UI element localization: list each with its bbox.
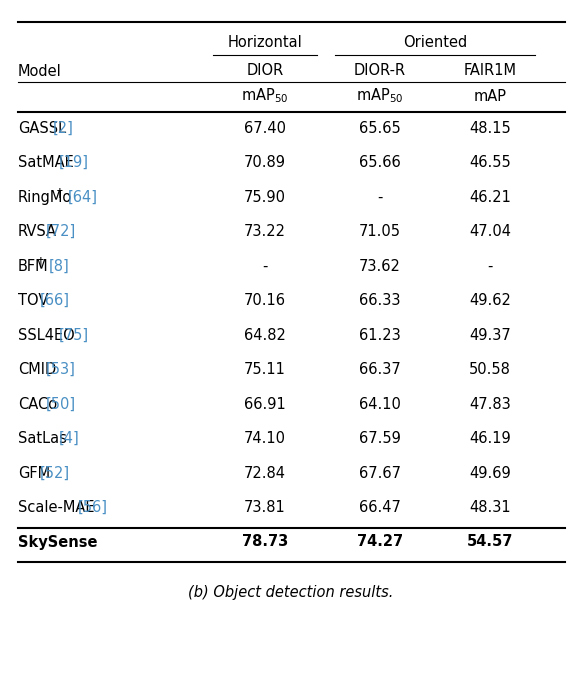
Text: Scale-MAE: Scale-MAE — [18, 500, 94, 515]
Text: †: † — [38, 256, 44, 269]
Text: mAP$_{50}$: mAP$_{50}$ — [242, 86, 289, 105]
Text: 66.91: 66.91 — [244, 397, 286, 412]
Text: GFM: GFM — [18, 466, 50, 480]
Text: 73.81: 73.81 — [244, 500, 286, 515]
Text: -: - — [377, 189, 383, 205]
Text: 67.67: 67.67 — [359, 466, 401, 480]
Text: 65.66: 65.66 — [359, 155, 401, 170]
Text: 65.65: 65.65 — [359, 120, 401, 135]
Text: [75]: [75] — [59, 328, 89, 343]
Text: 66.47: 66.47 — [359, 500, 401, 515]
Text: 49.69: 49.69 — [469, 466, 511, 480]
Text: 75.90: 75.90 — [244, 189, 286, 205]
Text: -: - — [262, 258, 268, 274]
Text: 72.84: 72.84 — [244, 466, 286, 480]
Text: 70.89: 70.89 — [244, 155, 286, 170]
Text: SatLas: SatLas — [18, 431, 67, 446]
Text: DIOR: DIOR — [246, 62, 283, 77]
Text: 49.37: 49.37 — [469, 328, 511, 343]
Text: [53]: [53] — [46, 362, 76, 377]
Text: mAP$_{50}$: mAP$_{50}$ — [356, 86, 404, 105]
Text: DIOR-R: DIOR-R — [354, 62, 406, 77]
Text: 64.10: 64.10 — [359, 397, 401, 412]
Text: 66.37: 66.37 — [359, 362, 401, 377]
Text: 54.57: 54.57 — [467, 535, 513, 549]
Text: 73.62: 73.62 — [359, 258, 401, 274]
Text: CACo: CACo — [18, 397, 57, 412]
Text: 47.83: 47.83 — [469, 397, 511, 412]
Text: (b) Object detection results.: (b) Object detection results. — [189, 585, 393, 600]
Text: mAP: mAP — [474, 88, 506, 104]
Text: 78.73: 78.73 — [242, 535, 288, 549]
Text: [66]: [66] — [40, 293, 70, 308]
Text: 74.27: 74.27 — [357, 535, 403, 549]
Text: Horizontal: Horizontal — [228, 35, 303, 50]
Text: [56]: [56] — [78, 500, 108, 515]
Text: [52]: [52] — [40, 466, 70, 480]
Text: 46.19: 46.19 — [469, 431, 511, 446]
Text: Oriented: Oriented — [403, 35, 467, 50]
Text: 64.82: 64.82 — [244, 328, 286, 343]
Text: 49.62: 49.62 — [469, 293, 511, 308]
Text: FAIR1M: FAIR1M — [463, 62, 516, 77]
Text: 47.04: 47.04 — [469, 224, 511, 239]
Text: 46.21: 46.21 — [469, 189, 511, 205]
Text: RVSA: RVSA — [18, 224, 57, 239]
Text: 50.58: 50.58 — [469, 362, 511, 377]
Text: [8]: [8] — [49, 258, 70, 274]
Text: [19]: [19] — [59, 155, 89, 170]
Text: 67.59: 67.59 — [359, 431, 401, 446]
Text: TOV: TOV — [18, 293, 48, 308]
Text: 61.23: 61.23 — [359, 328, 401, 343]
Text: 70.16: 70.16 — [244, 293, 286, 308]
Text: [50]: [50] — [46, 397, 76, 412]
Text: 66.33: 66.33 — [359, 293, 401, 308]
Text: 67.40: 67.40 — [244, 120, 286, 135]
Text: CMID: CMID — [18, 362, 56, 377]
Text: 48.15: 48.15 — [469, 120, 511, 135]
Text: SSL4EO: SSL4EO — [18, 328, 74, 343]
Text: SatMAE: SatMAE — [18, 155, 74, 170]
Text: BFM: BFM — [18, 258, 49, 274]
Text: Model: Model — [18, 64, 62, 79]
Text: 73.22: 73.22 — [244, 224, 286, 239]
Text: [72]: [72] — [46, 224, 76, 239]
Text: †: † — [57, 187, 62, 200]
Text: -: - — [487, 258, 493, 274]
Text: SkySense: SkySense — [18, 535, 98, 549]
Text: GASSL: GASSL — [18, 120, 66, 135]
Text: [2]: [2] — [52, 120, 73, 135]
Text: [64]: [64] — [68, 189, 98, 205]
Text: 74.10: 74.10 — [244, 431, 286, 446]
Text: 75.11: 75.11 — [244, 362, 286, 377]
Text: [4]: [4] — [59, 431, 80, 446]
Text: 46.55: 46.55 — [469, 155, 511, 170]
Text: RingMo: RingMo — [18, 189, 72, 205]
Text: 48.31: 48.31 — [469, 500, 511, 515]
Text: 71.05: 71.05 — [359, 224, 401, 239]
